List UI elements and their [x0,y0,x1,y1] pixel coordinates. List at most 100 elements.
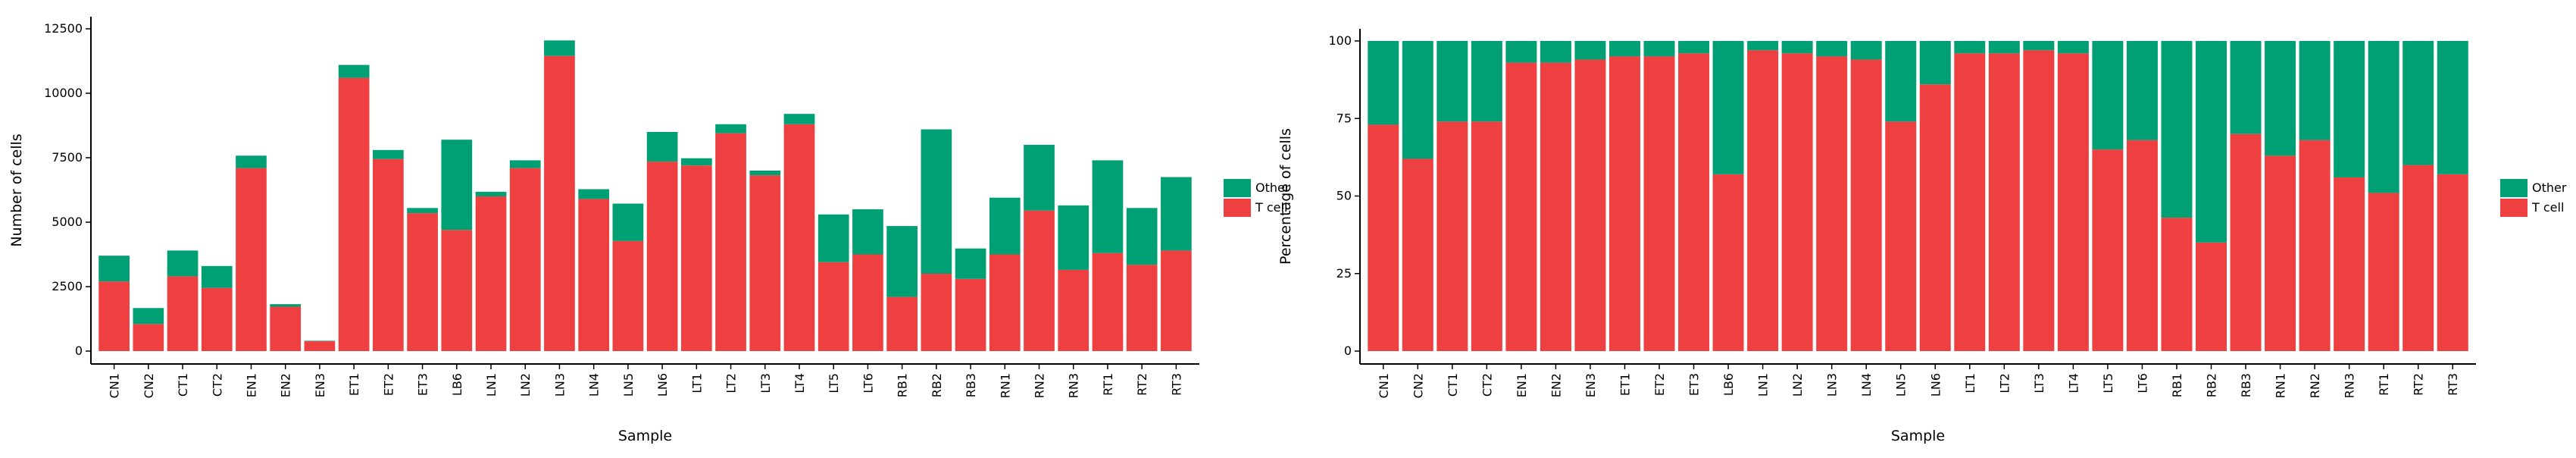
bar-t-cell-LN2 [1781,53,1813,352]
x-tick-label: LT1 [689,373,704,394]
bar-other-RT2 [1126,208,1158,265]
bar-t-cell-LB6 [1712,174,1744,351]
bar-other-LN5 [1885,41,1917,122]
bar-t-cell-LN1 [1747,50,1779,352]
x-tick-label: LT1 [1963,373,1977,394]
bar-other-LB6 [1712,41,1744,174]
bar-t-cell-CN1 [1368,124,1399,351]
bar-t-cell-LN5 [612,240,644,351]
bar-other-LT2 [715,124,746,133]
bar-other-RN1 [989,197,1021,255]
y-tick-label: 10000 [44,86,83,100]
bar-other-LN3 [544,40,575,56]
bar-t-cell-LN6 [646,162,678,351]
bar-t-cell-LN2 [509,168,541,351]
bar-t-cell-RB1 [2161,218,2193,351]
bar-t-cell-RB3 [2230,133,2262,351]
x-tick-label: ET1 [1618,373,1632,396]
bar-other-ET1 [1609,41,1640,57]
x-tick-label: RB1 [2170,373,2184,397]
bar-t-cell-ET1 [338,77,370,351]
bar-t-cell-CT1 [1436,121,1468,351]
x-tick-label: LT6 [861,373,875,394]
x-tick-label: RT2 [2412,373,2426,396]
legend-swatch-t-cell [1224,199,1251,217]
y-tick-label: 100 [1328,33,1352,48]
x-tick-label: LN1 [1756,373,1771,397]
bar-other-RN3 [1058,205,1089,270]
x-tick-label: RN2 [2308,373,2322,398]
bar-t-cell-EN3 [1574,59,1606,351]
bar-other-CN1 [1368,41,1399,125]
x-tick-label: EN1 [1515,373,1529,397]
x-tick-label: LN3 [552,373,567,397]
x-tick-label: CN2 [1411,373,1425,398]
bar-t-cell-RB3 [955,278,986,351]
bar-other-LN3 [1816,41,1848,57]
y-tick-label: 50 [1336,189,1352,203]
legend-label: T cell [1255,200,1287,215]
bar-other-LT4 [783,114,815,124]
bar-t-cell-LT2 [1988,53,2020,352]
x-tick-label: LN5 [621,373,636,397]
bar-other-RB1 [2161,41,2193,218]
x-tick-label: LN2 [1790,373,1805,397]
x-tick-label: LT5 [2101,373,2115,394]
bar-t-cell-RT3 [2437,174,2468,351]
y-tick-label: 0 [75,344,83,358]
x-tick-label: LN4 [1859,373,1874,397]
legend-label: T cell [2531,200,2564,215]
y-tick-label: 75 [1336,111,1352,125]
y-tick-label: 25 [1336,266,1352,281]
bar-t-cell-LT3 [2023,50,2055,352]
x-tick-label: LN6 [1928,373,1943,397]
bar-t-cell-ET1 [1609,56,1640,351]
x-tick-label: CT2 [210,373,224,397]
x-tick-label: LN1 [484,373,499,397]
bar-t-cell-LT5 [818,262,849,351]
x-axis-title: Sample [618,428,672,444]
bar-t-cell-RT2 [1126,265,1158,351]
chart-panel-2: 0 25 50 75 100 CN1 CN2 CT1 CT2 EN1 EN2 EN3 ET1 ET2 ET3… [1277,29,2567,444]
bar-other-LN2 [509,160,541,168]
bar-other-ET1 [338,64,370,78]
x-tick-label: RT1 [1101,373,1115,396]
bar-t-cell-RN2 [2299,140,2331,351]
bar-other-LT6 [852,209,883,255]
x-tick-label: LT3 [2032,373,2046,394]
x-tick-label: CN1 [1377,373,1391,398]
bar-t-cell-LT3 [749,175,781,351]
bar-other-RT1 [2368,41,2399,193]
x-tick-label: RT3 [2446,373,2460,396]
bar-other-LN4 [578,189,610,199]
bar-other-CN2 [133,308,164,325]
x-tick-label: LT6 [2135,373,2149,394]
x-tick-label: RT2 [1135,373,1149,396]
bar-other-ET2 [1643,41,1675,57]
bar-other-EN3 [1574,41,1606,60]
x-tick-label: LN5 [1894,373,1909,397]
bar-t-cell-LN5 [1885,121,1917,351]
bar-t-cell-RN1 [2265,155,2296,351]
bar-t-cell-RB2 [921,274,952,351]
x-tick-label: LB6 [1721,373,1736,396]
x-tick-label: EN1 [244,373,258,397]
bar-t-cell-RB2 [2196,242,2227,351]
x-axis-title: Sample [1891,428,1945,444]
x-tick-label: EN2 [279,373,293,397]
x-tick-label: LN3 [1825,373,1840,397]
bar-other-LT1 [680,158,712,166]
bar-other-CN1 [98,256,130,282]
bar-t-cell-RN3 [1058,269,1089,351]
bar-other-RB1 [886,226,918,297]
bar-other-LT4 [2057,41,2089,54]
x-tick-label: RN1 [998,373,1012,398]
bar-t-cell-LN3 [544,55,575,351]
bar-other-RT3 [2437,41,2468,174]
bar-other-LT3 [2023,41,2055,51]
x-tick-label: RB2 [2205,373,2219,397]
legend-label: Other [2532,180,2567,195]
bar-t-cell-RB1 [886,296,918,351]
bar-t-cell-EN3 [304,341,336,351]
bar-t-cell-CN2 [1402,158,1433,351]
